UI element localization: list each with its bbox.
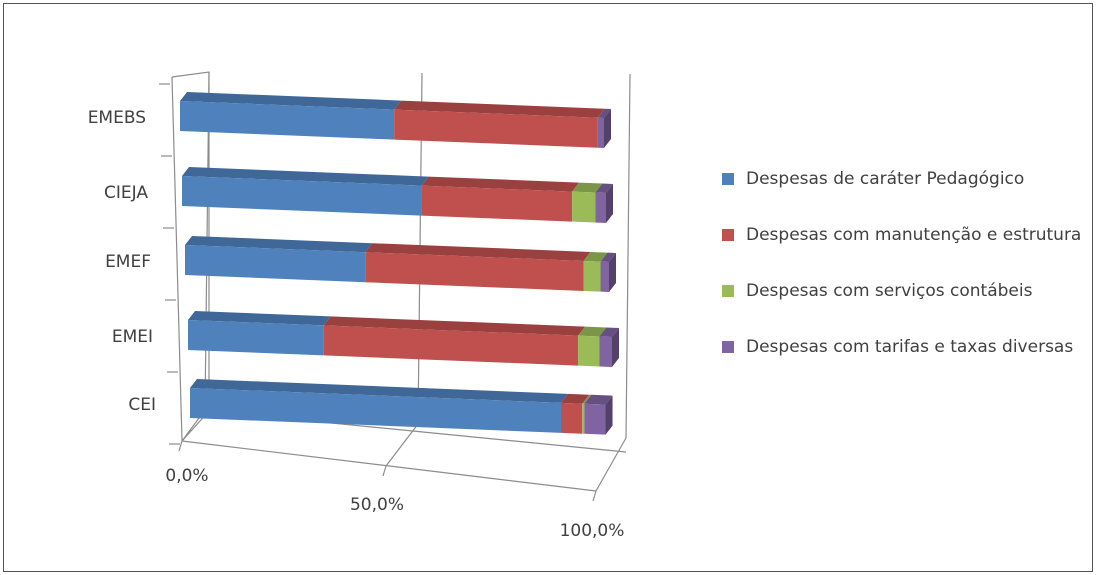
- bar-chart: EMEBS CIEJA EMEF EMEI CEI 0,0% 50,0% 100,0%: [88, 71, 631, 541]
- legend-swatch: [722, 341, 734, 353]
- category-label-emei: EMEI: [112, 327, 153, 347]
- bar-emebs-series-1: [180, 92, 402, 140]
- category-label-emef: EMEF: [105, 252, 151, 272]
- bar-cei-series-2: [561, 393, 590, 434]
- bar-cieja-series-3: [572, 182, 603, 223]
- bar-emei-series-4: [599, 327, 619, 367]
- bar-end-cap-emebs: [604, 108, 611, 148]
- bar-emef-series-4: [600, 252, 616, 292]
- x-tick-label: 100,0%: [560, 521, 625, 541]
- bar-cei-series-1: [190, 379, 568, 433]
- legend-label: Despesas com serviços contábeis: [746, 281, 1033, 301]
- bar-emef-series-1: [185, 236, 373, 283]
- bar-cieja-series-4: [595, 183, 613, 223]
- bar-emei-series-3: [578, 326, 607, 367]
- bar-emei-series-1: [188, 311, 331, 356]
- legend-swatch: [722, 229, 734, 241]
- category-label-cieja: CIEJA: [104, 183, 148, 203]
- bar-end-cap-cei: [605, 395, 613, 435]
- legend-label: Despesas com tarifas e taxas diversas: [746, 337, 1074, 357]
- legend-item: Despesas de caráter Pedagógico: [722, 164, 1082, 194]
- bar-cieja-series-2: [421, 176, 580, 222]
- legend: Despesas de caráter Pedagógico Despesas c…: [722, 164, 1082, 388]
- bar-end-cap-cieja: [606, 183, 613, 223]
- legend-label: Despesas com manutenção e estrutura: [746, 225, 1082, 245]
- legend-item: Despesas com serviços contábeis: [722, 276, 1082, 306]
- bar-cei-series-4: [584, 394, 613, 435]
- bar-emef-series-3: [583, 251, 608, 292]
- legend-swatch: [722, 173, 734, 185]
- bar-end-cap-emei: [612, 327, 619, 367]
- bar-emei-series-2: [323, 316, 586, 366]
- x-tick-label: 0,0%: [165, 466, 208, 486]
- bar-emebs-series-4: [597, 108, 611, 148]
- category-label-cei: CEI: [128, 395, 156, 415]
- bar-emef-series-2: [365, 243, 591, 291]
- bar-cei-series-3: [582, 394, 592, 434]
- legend-label: Despesas de caráter Pedagógico: [746, 169, 1025, 189]
- category-label-emebs: EMEBS: [88, 108, 146, 128]
- legend-item: Despesas com tarifas e taxas diversas: [722, 332, 1082, 362]
- legend-item: Despesas com manutenção e estrutura: [722, 220, 1082, 250]
- x-tick-label: 50,0%: [350, 495, 404, 515]
- bar-emebs-series-2: [394, 100, 605, 148]
- chart-frame: EMEBS CIEJA EMEF EMEI CEI 0,0% 50,0% 100,0% De…: [3, 3, 1093, 572]
- bar-end-cap-emef: [609, 252, 616, 292]
- legend-swatch: [722, 285, 734, 297]
- bar-cieja-series-1: [182, 167, 429, 216]
